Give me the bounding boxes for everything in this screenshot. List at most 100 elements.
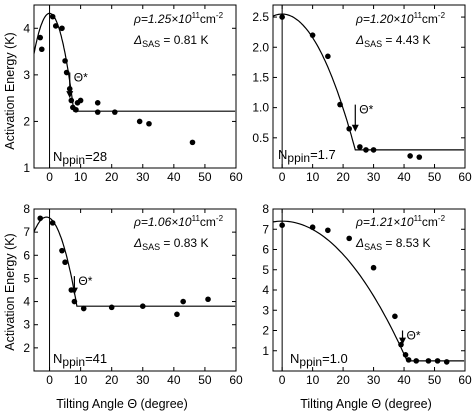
data-point [370, 147, 377, 153]
y-tick-label: 7 [23, 225, 30, 239]
x-tick-label: 60 [458, 170, 472, 184]
x-tick-label: 20 [336, 170, 350, 184]
y-axis-label-top: Activation Energy (K) [3, 32, 17, 149]
x-tick-label: 30 [367, 373, 381, 387]
density-exponent: 11 [414, 214, 423, 223]
gap-label: ΔSAS = 0.83 K [133, 236, 208, 252]
data-point [94, 109, 101, 115]
data-point [346, 125, 352, 132]
y-tick-label: 3 [23, 318, 30, 332]
data-point [402, 352, 409, 358]
density-exponent: 11 [192, 11, 201, 20]
x-tick-label: 60 [458, 373, 472, 387]
y-tick-label: 7 [262, 222, 269, 236]
data-point [325, 53, 331, 60]
data-point [416, 154, 423, 160]
x-tick-label: 30 [136, 373, 150, 387]
data-point [363, 147, 369, 153]
x-tick-label: 10 [306, 373, 320, 387]
data-point [63, 69, 70, 76]
data-point [94, 100, 101, 106]
y-tick-label: 4 [262, 283, 269, 297]
data-point [37, 215, 44, 222]
density-value: ρ=1.25×10 [133, 12, 192, 26]
gap-symbol: Δ [133, 236, 142, 250]
data-point [189, 139, 196, 146]
data-point [180, 298, 186, 305]
gap-value: = 0.81 K [160, 33, 208, 47]
y-tick-label: 5 [23, 271, 30, 285]
chart-panel-top-left: 0 10 20 30 40 50 60 1 2 3 4 Θ* ρ=1.25×1011cm-2 ΔSAS =… [23, 4, 243, 184]
density-unit: cm [200, 12, 216, 26]
x-tick-label: 50 [428, 170, 442, 184]
x-tick-label: 40 [167, 373, 181, 387]
density-exponent: 11 [192, 214, 201, 223]
pinning-subscript: ppin [62, 355, 85, 369]
pinning-subscript: ppin [62, 153, 85, 167]
theta-star-label: Θ* [407, 329, 421, 343]
data-point [413, 358, 420, 364]
x-tick-label: 40 [167, 170, 181, 184]
data-point [59, 25, 65, 32]
y-tick-label: 2 [262, 324, 269, 338]
density-label: ρ=1.25×1011cm-2 [133, 11, 224, 26]
x-tick-label: 40 [397, 373, 411, 387]
density-label: ρ=1.21×1011cm-2 [355, 214, 446, 229]
gap-symbol: Δ [133, 33, 142, 47]
gap-symbol: Δ [355, 236, 364, 250]
data-point [146, 120, 152, 127]
theta-star-label: Θ* [78, 274, 92, 288]
y-tick-label: 2 [23, 114, 30, 128]
pinning-symbol: N [53, 351, 62, 366]
pinning-label: Nppin=1.7 [278, 147, 336, 165]
y-tick-label: 4 [23, 21, 30, 35]
theta-star-arrow-head [351, 124, 359, 132]
pinning-label: Nppin=1.0 [290, 351, 348, 369]
x-tick-label: 0 [279, 170, 286, 184]
pinning-symbol: N [278, 147, 287, 162]
data-point [325, 227, 331, 234]
x-tick-label: 20 [105, 170, 119, 184]
density-unit-exponent: -2 [216, 214, 224, 223]
data-point [62, 259, 68, 266]
x-tick-label: 60 [229, 373, 243, 387]
data-point [407, 153, 413, 159]
x-tick-label: 60 [229, 170, 243, 184]
pinning-subscript: ppin [287, 151, 310, 165]
x-tick-label: 10 [74, 373, 88, 387]
data-point [71, 298, 78, 305]
data-point [337, 101, 343, 108]
data-point [139, 303, 146, 310]
x-tick-label: 20 [105, 373, 119, 387]
theta-star-label: Θ* [74, 71, 88, 85]
data-point [309, 32, 316, 38]
fit-curve [272, 220, 465, 362]
plot-frame [272, 4, 466, 169]
data-point [62, 58, 68, 64]
x-tick-label: 30 [136, 170, 150, 184]
density-unit: cm [422, 215, 438, 229]
data-point [357, 144, 363, 150]
gap-value: = 0.83 K [160, 236, 208, 250]
data-point [443, 359, 450, 365]
gap-subscript: SAS [142, 39, 160, 49]
y-tick-label: 2.0 [252, 40, 269, 54]
data-point [136, 118, 143, 125]
pinning-symbol: N [290, 351, 299, 366]
gap-subscript: SAS [142, 242, 160, 252]
plot-frame [272, 208, 466, 372]
y-tick-label: 1 [262, 344, 269, 358]
gap-symbol: Δ [355, 33, 364, 47]
y-tick-label: 5 [262, 263, 269, 277]
data-point [434, 358, 441, 364]
theta-star-arrow-head [70, 287, 78, 295]
density-unit-exponent: -2 [216, 11, 224, 20]
data-point [309, 224, 316, 231]
x-tick-label: 20 [336, 373, 350, 387]
y-tick-label: 1.0 [252, 101, 269, 115]
x-tick-label: 10 [306, 170, 320, 184]
data-point [108, 304, 115, 311]
y-tick-label: 4 [23, 295, 30, 309]
chart-panel-bottom-right: 0 10 20 30 40 50 60 1 2 3 4 5 6 7 8 Θ* ρ=1.21×1011cm-2 ΔS… [262, 202, 472, 387]
density-unit-exponent: -2 [438, 11, 446, 20]
